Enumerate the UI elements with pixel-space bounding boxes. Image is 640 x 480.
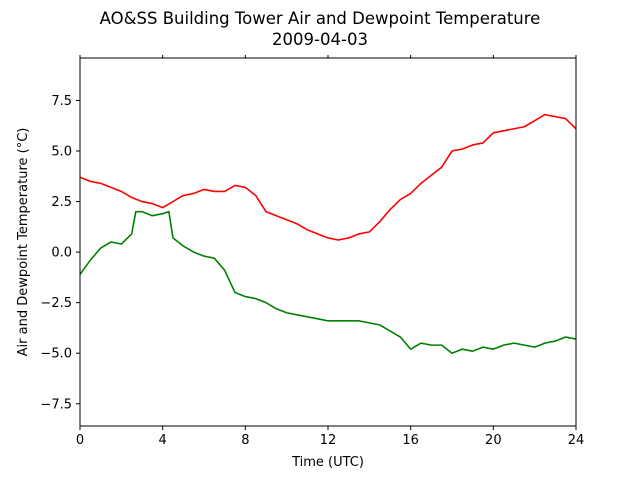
- x-tick-label: 12: [320, 433, 337, 448]
- x-axis: 0 4 8 12 16 20 24: [76, 55, 584, 448]
- x-axis-label: Time (UTC): [291, 455, 364, 470]
- x-tick-label: 20: [485, 433, 502, 448]
- plot-lines: [79, 113, 577, 355]
- x-tick-label: 16: [402, 433, 419, 448]
- x-tick-label: 4: [159, 433, 167, 448]
- series-line-1: [79, 113, 577, 241]
- x-tick-label: 24: [568, 433, 585, 448]
- y-tick-label: −7.5: [40, 397, 72, 412]
- x-tick-label: 0: [76, 433, 84, 448]
- y-tick-label: 2.5: [51, 195, 72, 210]
- y-tick-label: 7.5: [51, 94, 72, 109]
- x-tick-label: 8: [241, 433, 249, 448]
- y-tick-label: 5.0: [51, 145, 72, 160]
- y-tick-label: −5.0: [40, 347, 72, 362]
- y-tick-label: 0.0: [51, 246, 72, 261]
- chart-title: AO&SS Building Tower Air and Dewpoint Te…: [100, 9, 541, 28]
- y-tick-label: −2.5: [40, 296, 72, 311]
- plot-frame: [79, 57, 577, 427]
- chart-subtitle: 2009-04-03: [272, 30, 368, 49]
- y-axis: −7.5 −5.0 −2.5 0.0 2.5 5.0 7.5: [40, 94, 80, 412]
- series-line-2: [79, 210, 577, 355]
- y-axis-label: Air and Dewpoint Temperature (°C): [16, 128, 31, 357]
